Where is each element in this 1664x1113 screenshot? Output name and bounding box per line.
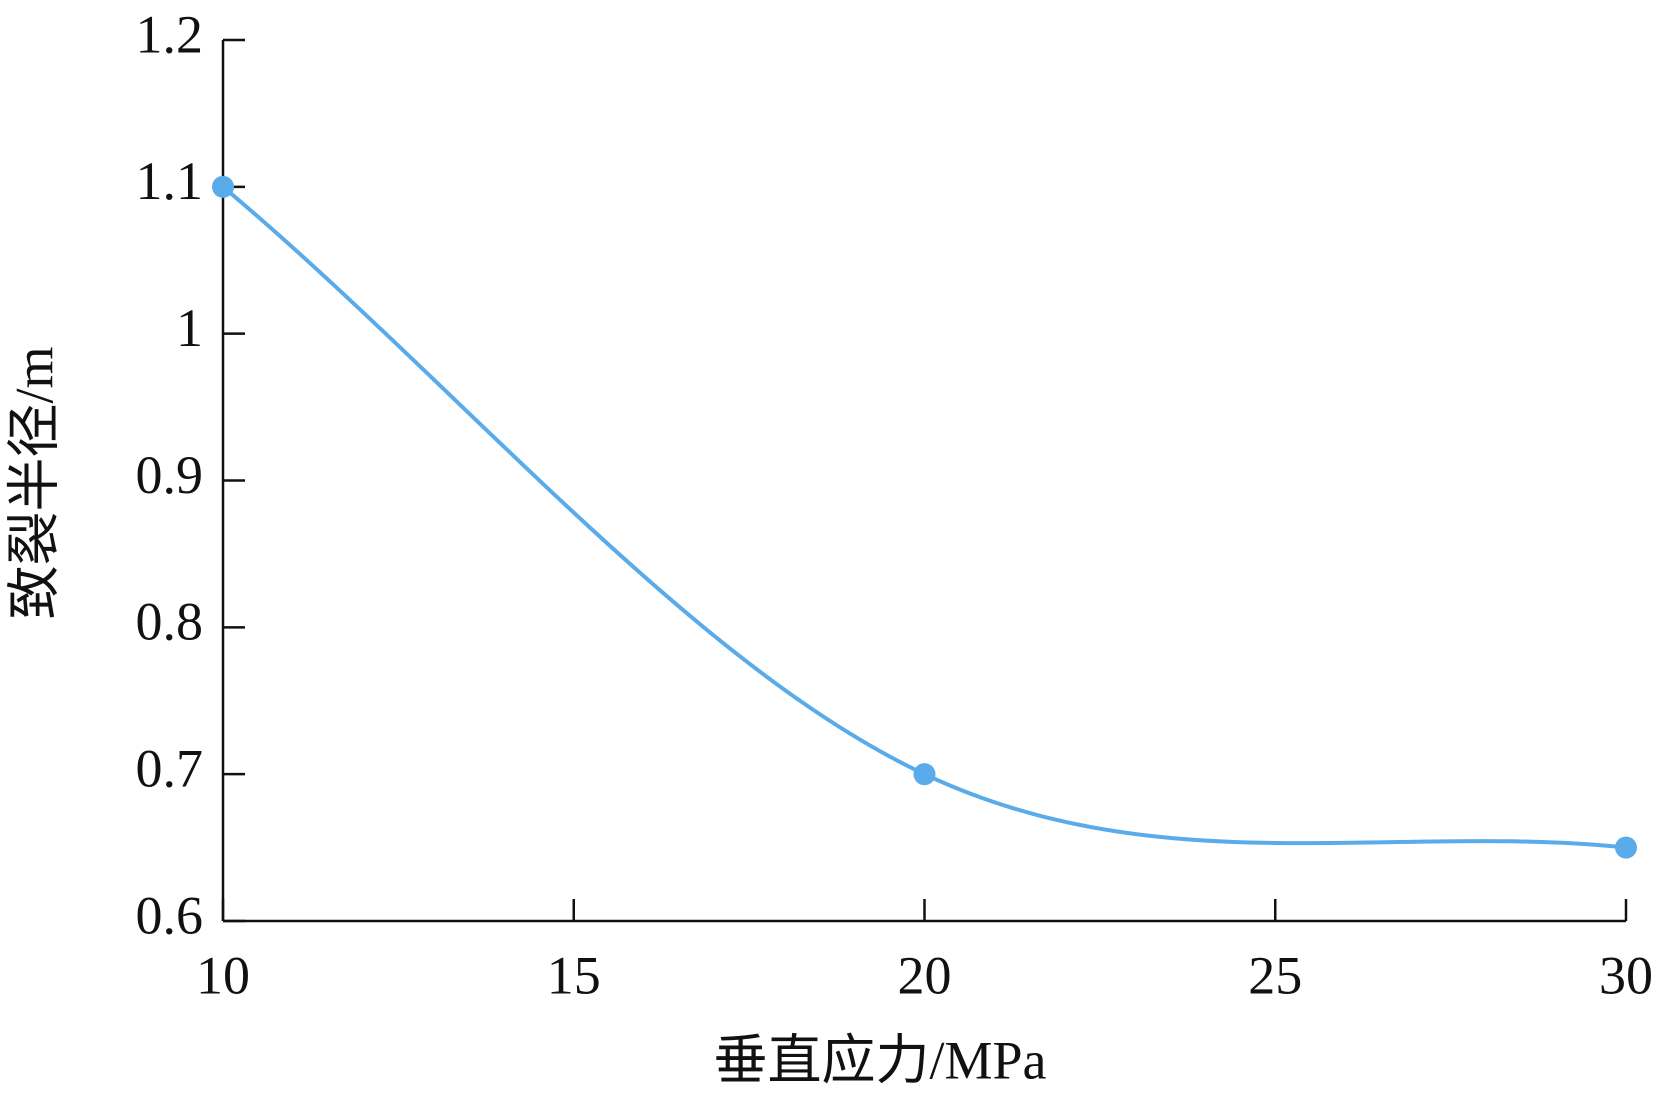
- data-point: [913, 763, 936, 786]
- y-tick-label: 0.8: [136, 592, 204, 652]
- data-point: [212, 175, 234, 198]
- data-point: [1615, 836, 1637, 859]
- x-tick-label: 25: [1248, 945, 1302, 1005]
- y-tick-label: 0.6: [136, 885, 204, 945]
- y-tick-label: 1.2: [136, 4, 204, 64]
- line-series: [221, 185, 1627, 850]
- y-axis-title: 致裂半径/m: [4, 346, 64, 619]
- x-tick-label: 30: [1599, 945, 1653, 1005]
- y-tick-label: 1: [176, 298, 203, 358]
- x-tick-label: 10: [196, 945, 250, 1005]
- y-tick-label: 0.7: [136, 739, 204, 799]
- y-tick-label: 0.9: [136, 445, 204, 505]
- x-axis-title: 垂直应力/MPa: [713, 1030, 1046, 1090]
- x-tick-label: 20: [898, 945, 952, 1005]
- y-tick-label: 1.1: [136, 151, 204, 211]
- x-tick-label: 15: [547, 945, 601, 1005]
